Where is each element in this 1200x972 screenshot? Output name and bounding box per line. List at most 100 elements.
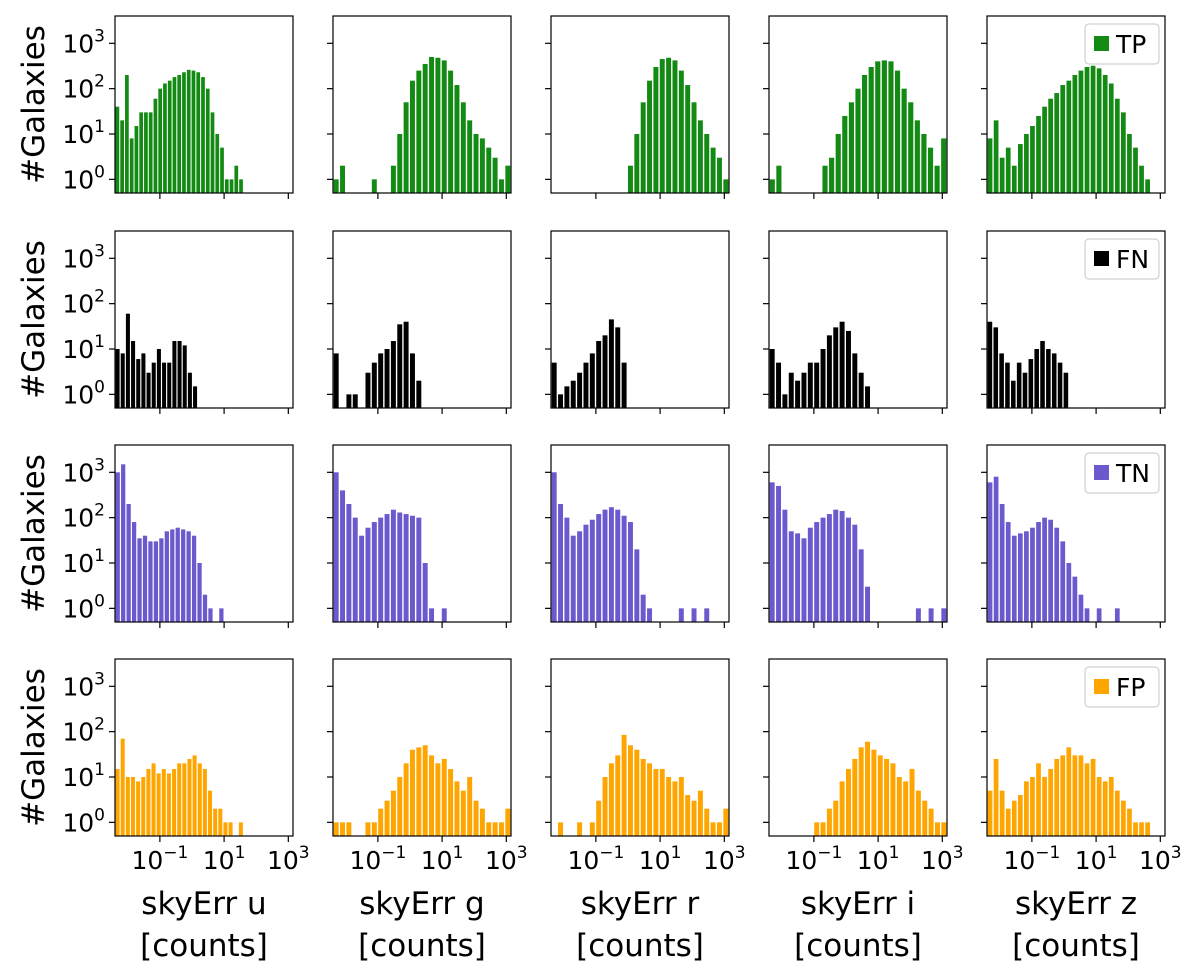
histogram-bar <box>1011 380 1016 408</box>
histogram-bar <box>409 80 415 193</box>
histogram-bar <box>115 769 120 836</box>
histogram-bar <box>429 755 435 836</box>
x-axis-label-g: skyErr g [counts] <box>358 886 486 964</box>
x-tick-label: 101 <box>421 843 464 875</box>
histogram-bar <box>704 608 710 622</box>
histogram-bar <box>820 349 826 408</box>
panel-frame <box>768 658 948 837</box>
histogram-bar <box>868 67 874 193</box>
histogram-bar <box>136 781 141 836</box>
legend-swatch <box>1094 465 1109 480</box>
histogram-bar <box>653 67 659 193</box>
y-tick-label: 103 <box>62 669 105 701</box>
histogram-bar <box>153 98 158 193</box>
panel-fp-z: 10−1 101 103 FP <box>981 658 1182 875</box>
histogram-bar <box>1005 362 1010 408</box>
histogram-bar <box>177 341 182 408</box>
histogram-bar <box>602 335 608 408</box>
histogram-bar <box>987 321 993 408</box>
histogram-bar <box>164 531 169 622</box>
histogram-bar <box>558 504 564 622</box>
panel-tn-u: 100 101 102 103 <box>62 444 294 628</box>
y-tick-label: 103 <box>62 241 105 273</box>
histogram-bar <box>769 179 775 193</box>
histogram-bar <box>875 61 881 193</box>
histogram-bar <box>219 608 224 622</box>
panel-frame <box>550 444 730 623</box>
histogram-bar <box>1005 808 1011 836</box>
histogram-bar <box>845 330 851 408</box>
histogram-bar <box>941 822 947 836</box>
histogram-bar <box>1017 533 1023 622</box>
histogram-bar <box>492 822 498 836</box>
histogram-bar <box>1139 822 1144 836</box>
histogram-bar <box>826 808 832 836</box>
histogram-bar <box>1090 65 1096 193</box>
histogram-bar <box>769 349 775 408</box>
panel-fp-g: 10−1 101 103 <box>327 658 528 875</box>
histogram-bar <box>647 763 653 836</box>
panel-frame <box>114 230 294 409</box>
histogram-bar <box>848 102 854 193</box>
histogram-bar <box>927 147 934 193</box>
histogram-bar <box>627 165 633 193</box>
histogram-bar <box>144 112 148 193</box>
histogram-bar <box>156 349 161 408</box>
histogram-bar <box>697 790 703 836</box>
x-tick-label: 10−1 <box>1003 843 1060 875</box>
x-axis-label-line2: [counts] <box>576 928 704 964</box>
histogram-bar <box>1066 747 1072 836</box>
panel-fn-g <box>327 230 512 414</box>
histogram-bar <box>776 362 782 408</box>
x-tick-label: 103 <box>921 843 964 875</box>
histogram-bar <box>640 102 646 193</box>
x-tick-label: 103 <box>267 843 310 875</box>
histogram-bar <box>865 386 871 408</box>
x-axis-label-i: skyErr i [counts] <box>794 886 922 964</box>
histogram-bar <box>182 763 187 836</box>
panel-frame <box>768 230 948 409</box>
y-tick-label: 103 <box>62 455 105 487</box>
histogram-bar <box>826 335 832 408</box>
bars <box>987 321 1069 408</box>
histogram-bar <box>505 165 511 193</box>
bars <box>769 321 871 408</box>
histogram-bar <box>208 790 213 836</box>
histogram-bar <box>158 88 163 193</box>
histogram-bar <box>201 77 205 193</box>
y-tick-label: 100 <box>62 377 105 409</box>
histogram-bar <box>1036 115 1041 193</box>
histogram-bar <box>161 769 166 836</box>
histogram-bar <box>397 512 403 622</box>
histogram-bar <box>197 763 202 836</box>
legend-label: FP <box>1116 673 1145 702</box>
histogram-bar <box>865 586 871 622</box>
x-axis-label-line2: [counts] <box>794 928 922 964</box>
histogram-bar <box>577 822 583 836</box>
histogram-bar <box>1072 75 1078 193</box>
histogram-bar <box>172 341 177 408</box>
histogram-bar <box>352 517 358 622</box>
panel-fn-z: FN <box>981 230 1166 414</box>
histogram-bar <box>397 134 403 193</box>
histogram-bar <box>1114 790 1120 836</box>
bars <box>333 56 511 193</box>
histogram-bar <box>479 138 485 193</box>
histogram-bar <box>505 808 511 836</box>
histogram-bar <box>146 372 151 408</box>
histogram-bar <box>1030 126 1035 193</box>
histogram-bar <box>371 179 377 193</box>
histogram-bar <box>126 504 131 622</box>
histogram-bar <box>914 120 920 193</box>
panel-frame <box>986 15 1166 194</box>
histogram-bar <box>384 514 390 622</box>
histogram-bar <box>1114 98 1120 193</box>
histogram-bar <box>602 777 608 836</box>
histogram-bar <box>460 790 466 836</box>
histogram-bar <box>922 800 928 836</box>
panel-frame <box>550 230 730 409</box>
histogram-bar <box>807 362 813 408</box>
histogram-bar <box>1054 93 1060 193</box>
y-axis-label: #Galaxies <box>16 454 52 613</box>
histogram-bar <box>1102 75 1108 193</box>
